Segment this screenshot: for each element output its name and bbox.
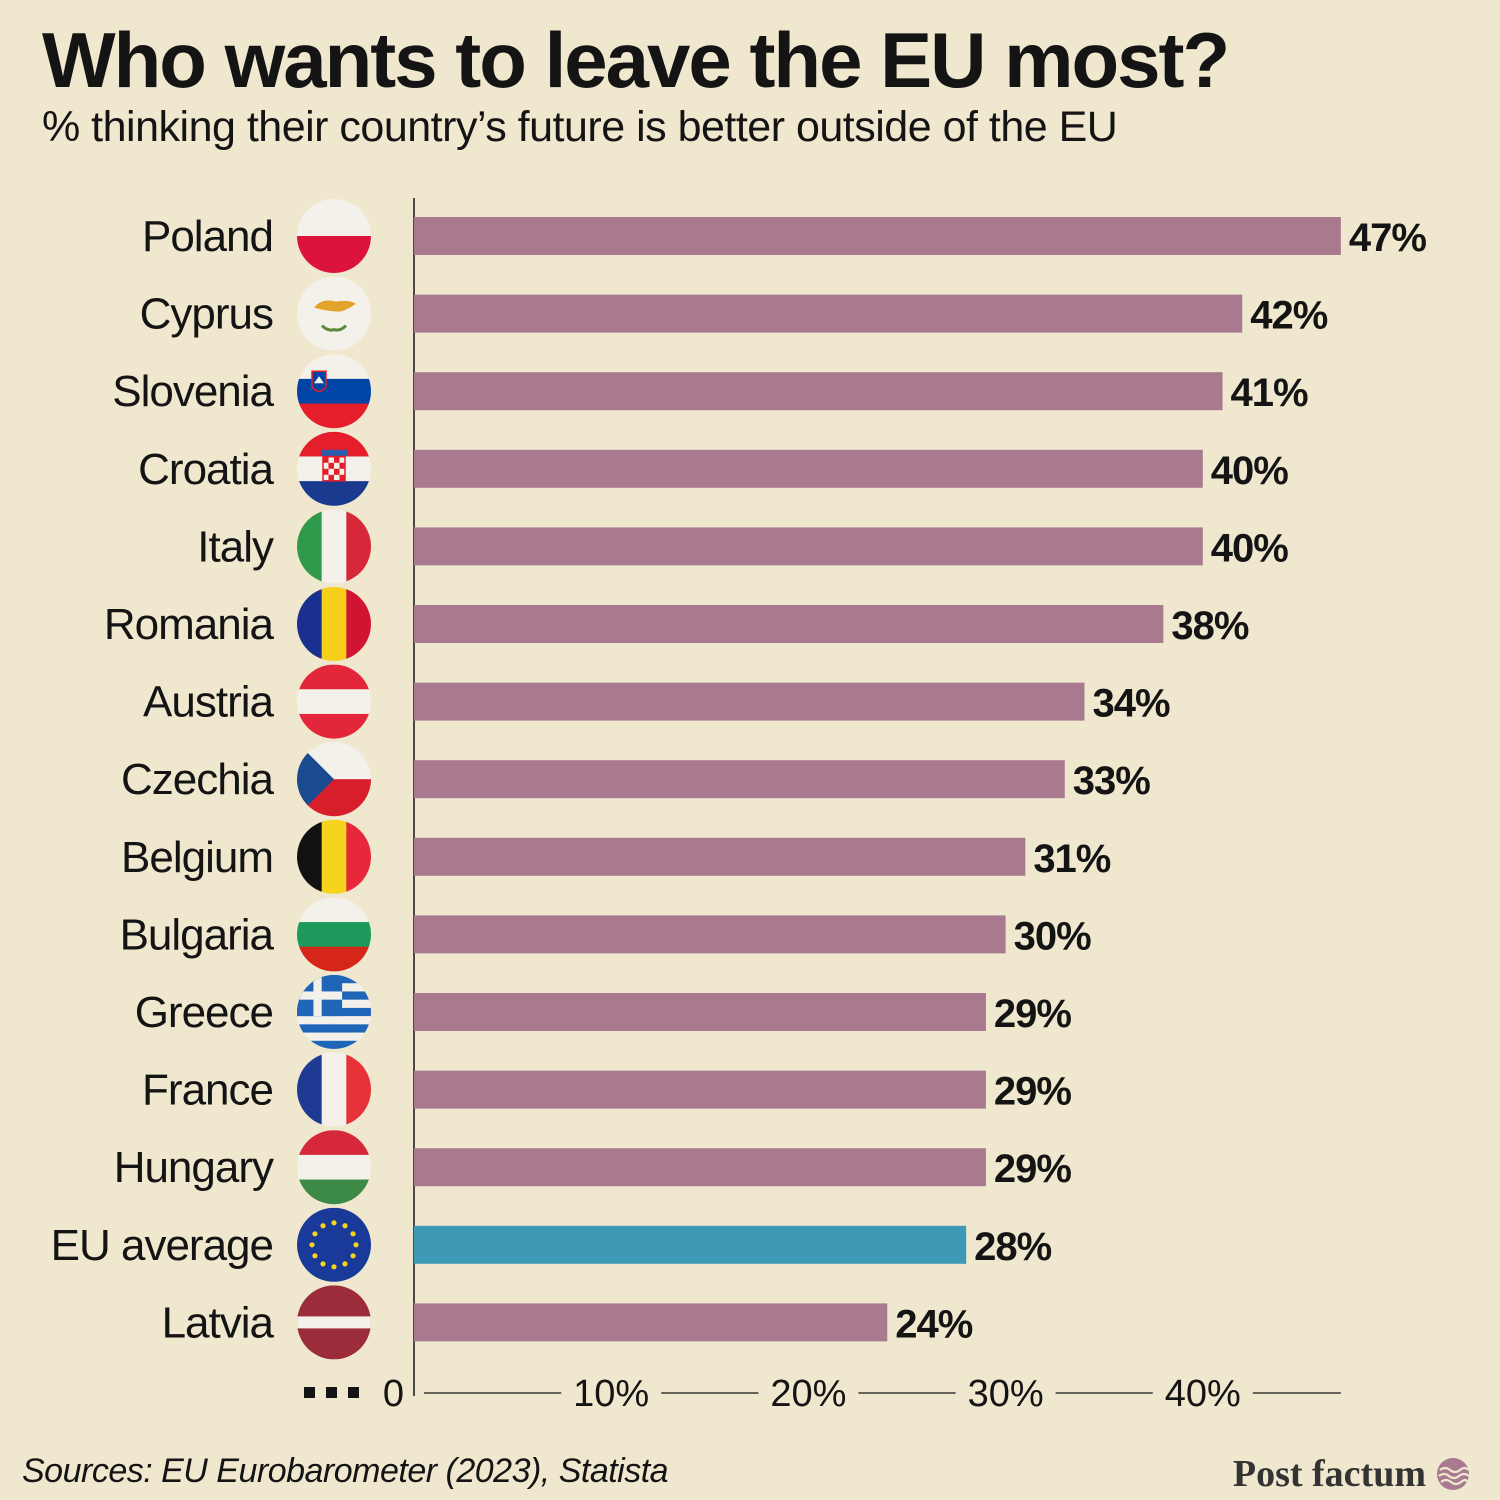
bar [414, 837, 1026, 876]
bar [414, 449, 1203, 488]
category-label: Italy [197, 522, 274, 571]
slovenia-flag-icon [297, 354, 371, 429]
axis-ellipsis-marker [304, 1387, 315, 1398]
czechia-flag-icon [297, 742, 371, 817]
source-note: Sources: EU Eurobarometer (2023), Statis… [22, 1452, 669, 1490]
x-tick-label: 10% [573, 1373, 649, 1415]
bar [414, 217, 1341, 255]
chart-subtitle: % thinking their country’s future is bet… [42, 103, 1118, 151]
axis-ellipsis-marker [348, 1387, 359, 1398]
value-label: 24% [895, 1302, 972, 1346]
category-label: Croatia [138, 445, 274, 494]
category-label: France [142, 1066, 273, 1115]
category-label: Slovenia [112, 367, 274, 416]
poland-flag-icon [297, 199, 371, 273]
category-label: Greece [135, 988, 273, 1037]
value-label: 42% [1250, 294, 1327, 338]
croatia-flag-icon [297, 431, 371, 506]
bar [414, 605, 1164, 643]
category-label: Cyprus [140, 290, 273, 339]
value-label: 34% [1092, 682, 1169, 726]
x-tick-label: 20% [770, 1373, 846, 1415]
belgium-flag-icon [297, 819, 371, 894]
bar [414, 372, 1223, 411]
category-label: Hungary [114, 1143, 274, 1192]
latvia-flag-icon [297, 1285, 371, 1360]
romania-flag-icon [297, 587, 371, 661]
value-label: 38% [1171, 604, 1248, 648]
axis-ellipsis-marker [326, 1387, 337, 1398]
value-label: 29% [994, 992, 1071, 1036]
category-label: Latvia [162, 1298, 275, 1347]
x-tick-label: 40% [1165, 1373, 1241, 1415]
hungary-flag-icon [297, 1130, 371, 1205]
value-label: 40% [1211, 449, 1288, 493]
value-label: 41% [1231, 371, 1308, 415]
category-label: Bulgaria [120, 910, 275, 959]
bar [414, 294, 1243, 333]
bar [414, 993, 986, 1031]
category-label: Belgium [121, 833, 273, 882]
value-label: 28% [974, 1225, 1051, 1269]
x-tick-label: 0 [383, 1373, 404, 1415]
value-label: 40% [1211, 526, 1288, 570]
bar [414, 1070, 986, 1109]
brand-logo: Post factum [1233, 1452, 1470, 1496]
value-label: 30% [1014, 914, 1091, 958]
greece-flag-icon [297, 975, 371, 1049]
bar [414, 527, 1203, 566]
value-label: 33% [1073, 759, 1150, 803]
value-label: 29% [994, 1147, 1071, 1191]
category-label: EU average [51, 1221, 273, 1270]
category-label: Austria [143, 678, 274, 727]
bar [414, 1303, 888, 1342]
bar [414, 682, 1085, 721]
value-label: 47% [1349, 216, 1426, 260]
brand-name: Post factum [1232, 1453, 1426, 1495]
bar [414, 915, 1006, 954]
category-label: Czechia [121, 755, 274, 804]
value-label: 31% [1033, 837, 1110, 881]
bar-chart: Poland 47% Cyprus 42% Slovenia 41% Croatia 40% I… [51, 198, 1427, 1415]
category-label: Romania [104, 600, 275, 649]
bar [414, 760, 1065, 799]
highlight-bar [414, 1225, 967, 1264]
waves-logo-icon [1437, 1458, 1470, 1490]
cyprus-flag-icon [297, 276, 371, 351]
value-label: 29% [994, 1070, 1071, 1114]
category-label: Poland [142, 212, 273, 261]
chart-title: Who wants to leave the EU most? [42, 16, 1230, 104]
austria-flag-icon [297, 664, 371, 739]
bar [414, 1148, 986, 1187]
bulgaria-flag-icon [297, 897, 371, 972]
eu-flag-icon [297, 1207, 371, 1282]
france-flag-icon [297, 1052, 371, 1127]
x-tick-label: 30% [968, 1373, 1044, 1415]
italy-flag-icon [297, 509, 371, 584]
